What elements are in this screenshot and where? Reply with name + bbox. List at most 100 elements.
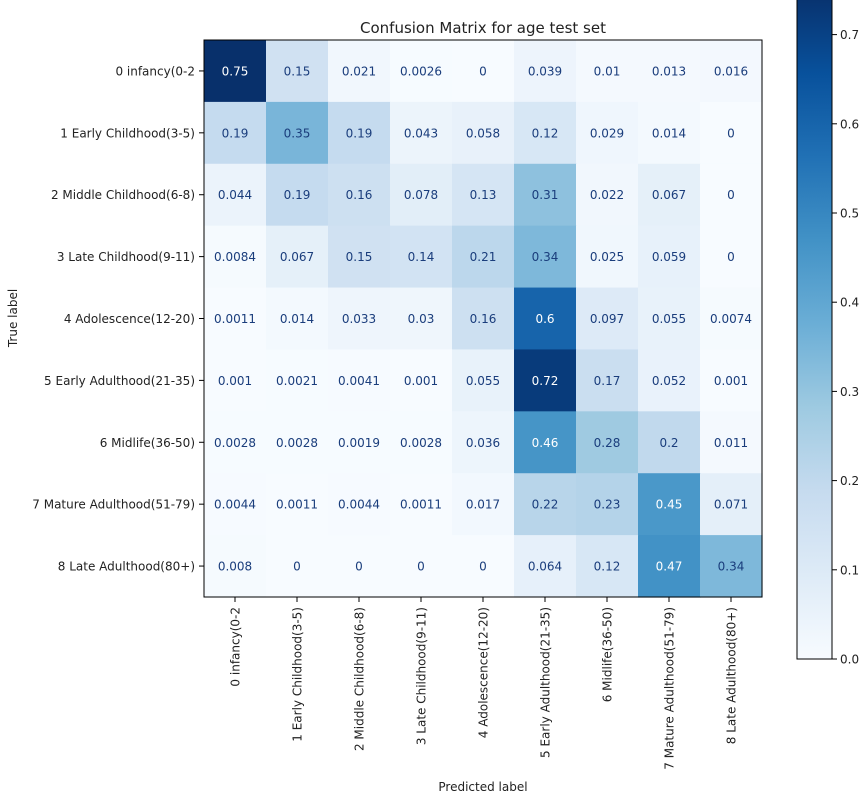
heatmap-cell xyxy=(390,411,453,474)
heatmap-cell xyxy=(452,411,515,474)
heatmap-cell xyxy=(204,473,267,536)
heatmap-cell xyxy=(638,473,701,536)
heatmap-cell xyxy=(514,349,577,412)
cell-value-label: 0.16 xyxy=(470,312,497,326)
cell-value-label: 0.001 xyxy=(218,374,252,388)
cell-value-label: 0.067 xyxy=(652,188,686,202)
heatmap-cell xyxy=(328,473,391,536)
cell-value-label: 0.0011 xyxy=(400,498,442,512)
cell-value-label: 0.28 xyxy=(594,436,621,450)
cell-value-label: 0.0026 xyxy=(400,64,442,78)
cell-value-label: 0.071 xyxy=(714,498,748,512)
cell-value-label: 0.34 xyxy=(718,560,745,574)
heatmap-cell xyxy=(638,163,701,227)
colorbar-tick-label: 0.4 xyxy=(840,296,859,310)
heatmap-cell xyxy=(328,101,391,165)
heatmap-cell xyxy=(576,163,639,227)
heatmap-cell xyxy=(576,349,639,412)
heatmap-cell xyxy=(638,411,701,474)
heatmap-cell xyxy=(328,225,391,289)
heatmap-cell xyxy=(266,287,329,351)
cell-value-label: 0.16 xyxy=(346,188,373,202)
cell-value-label: 0.0028 xyxy=(214,436,256,450)
cell-value-label: 0 xyxy=(727,126,735,140)
cell-value-label: 0.75 xyxy=(222,64,249,78)
heatmap-cell xyxy=(452,40,515,103)
heatmap-cell xyxy=(266,101,329,165)
colorbar-tick-label: 0.6 xyxy=(840,117,859,131)
y-tick-label: 2 Middle Childhood(6-8) xyxy=(51,188,195,202)
cell-value-label: 0 xyxy=(479,64,487,78)
heatmap-cell xyxy=(452,163,515,227)
cell-value-label: 0.19 xyxy=(346,126,373,140)
cell-value-label: 0.055 xyxy=(466,374,500,388)
heatmap-cell xyxy=(700,40,763,103)
cell-value-label: 0.036 xyxy=(466,436,500,450)
heatmap-cell xyxy=(514,535,577,598)
cell-value-label: 0.001 xyxy=(404,374,438,388)
heatmap-cell xyxy=(390,225,453,289)
cell-value-label: 0.067 xyxy=(280,250,314,264)
heatmap-cell xyxy=(576,287,639,351)
heatmap-cell xyxy=(514,40,577,103)
cell-value-label: 0.029 xyxy=(590,126,624,140)
cell-value-label: 0.025 xyxy=(590,250,624,264)
cell-value-labels: 0.75 0.15 0.021 0.0026 0 0.039 0.01 0.013 0.016 0… xyxy=(214,64,752,573)
heatmap-cell xyxy=(204,163,267,227)
heatmap-cell xyxy=(328,411,391,474)
heatmap-cell xyxy=(514,163,577,227)
cell-value-label: 0 xyxy=(727,188,735,202)
heatmap-cell xyxy=(328,163,391,227)
heatmap-cell xyxy=(266,40,329,103)
x-tick-label: 6 Midlife(36-50) xyxy=(601,607,615,702)
heatmap-cell xyxy=(328,535,391,598)
cell-value-label: 0.72 xyxy=(532,374,559,388)
colorbar-tick-label: 0.1 xyxy=(840,563,859,577)
heatmap-cell xyxy=(700,225,763,289)
cell-value-label: 0.23 xyxy=(594,498,621,512)
cell-value-label: 0.058 xyxy=(466,126,500,140)
cell-value-label: 0.0044 xyxy=(214,498,256,512)
heatmap-cell xyxy=(204,101,267,165)
y-axis-ticks: 0 infancy(0-2 1 Early Childhood(3-5) 2 Mid… xyxy=(32,64,204,574)
heatmap-cell xyxy=(700,101,763,165)
cell-value-label: 0.059 xyxy=(652,250,686,264)
heatmap-cell xyxy=(576,225,639,289)
y-tick-label: 3 Late Childhood(9-11) xyxy=(57,250,195,264)
heatmap-cell xyxy=(390,40,453,103)
heatmap-cell xyxy=(638,225,701,289)
cell-value-label: 0.013 xyxy=(652,64,686,78)
colorbar-ticks: 0.0 0.1 0.2 0.3 0.4 0.5 0.6 0.7 xyxy=(832,28,859,667)
heatmap-cell xyxy=(266,473,329,536)
cell-value-label: 0.043 xyxy=(404,126,438,140)
heatmap-cell xyxy=(266,163,329,227)
x-tick-label: 3 Late Childhood(9-11) xyxy=(415,607,429,745)
cell-value-label: 0.13 xyxy=(470,188,497,202)
heatmap-cell xyxy=(390,101,453,165)
cell-value-label: 0 xyxy=(479,560,487,574)
colorbar-tick-label: 0.0 xyxy=(840,653,859,667)
heatmap-cell xyxy=(390,287,453,351)
heatmap-cell xyxy=(452,101,515,165)
cell-value-label: 0.46 xyxy=(532,436,559,450)
cell-value-label: 0.6 xyxy=(535,312,554,326)
heatmap-cell xyxy=(390,535,453,598)
cell-value-label: 0.15 xyxy=(346,250,373,264)
heatmap-cell xyxy=(266,225,329,289)
heatmap-cell xyxy=(638,101,701,165)
cell-value-label: 0.21 xyxy=(470,250,497,264)
y-tick-label: 6 Midlife(36-50) xyxy=(100,436,195,450)
heatmap-cell xyxy=(700,287,763,351)
x-axis-ticks: 0 infancy(0-2 1 Early Childhood(3-5) 2 Mid… xyxy=(229,597,739,770)
cell-value-label: 0.45 xyxy=(656,498,683,512)
y-axis-label: True label xyxy=(6,289,20,348)
heatmap-cell xyxy=(204,225,267,289)
cell-value-label: 0.0021 xyxy=(276,374,318,388)
heatmap-cell xyxy=(514,473,577,536)
cell-value-label: 0.044 xyxy=(218,188,252,202)
cell-value-label: 0.0084 xyxy=(214,250,256,264)
heatmap-cell xyxy=(700,163,763,227)
cell-value-label: 0.017 xyxy=(466,498,500,512)
